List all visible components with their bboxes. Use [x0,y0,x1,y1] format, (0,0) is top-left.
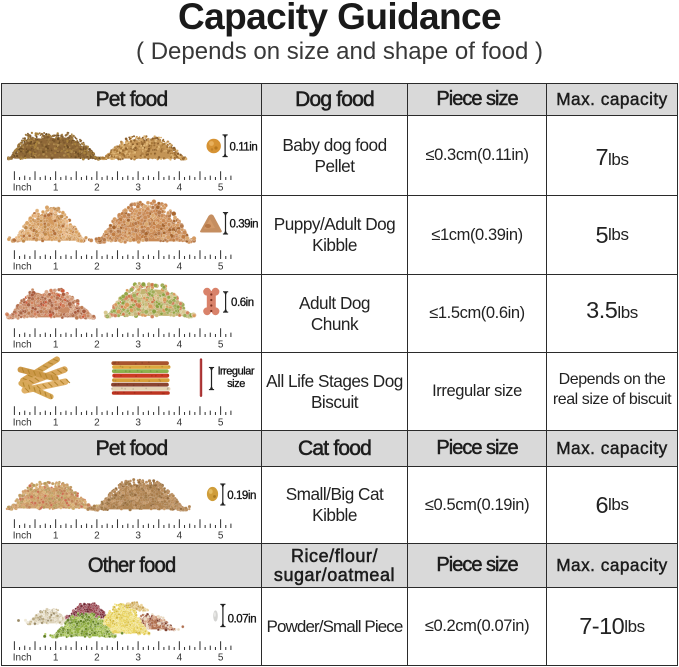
svg-text:1: 1 [53,418,59,429]
svg-text:5: 5 [218,340,224,351]
svg-text:0.6in: 0.6in [231,297,254,309]
svg-text:2: 2 [94,531,100,542]
svg-text:0.11in: 0.11in [230,141,258,153]
svg-text:1: 1 [53,340,59,351]
svg-text:3: 3 [135,340,141,351]
svg-text:Inch: Inch [13,262,32,273]
svg-text:1: 1 [53,262,59,273]
svg-text:4: 4 [177,340,183,351]
svg-text:3: 3 [135,531,141,542]
svg-text:2: 2 [94,340,100,351]
svg-text:0.39in: 0.39in [230,218,259,230]
svg-text:2: 2 [94,418,100,429]
svg-text:size: size [227,378,245,390]
svg-text:lrregular: lrregular [218,366,255,378]
svg-text:1: 1 [53,531,59,542]
svg-text:0.19in: 0.19in [227,490,256,502]
svg-text:4: 4 [177,418,183,429]
svg-text:Inch: Inch [13,531,32,542]
svg-text:Inch: Inch [13,418,32,429]
svg-text:5: 5 [218,183,224,194]
svg-text:5: 5 [218,531,224,542]
svg-text:2: 2 [94,183,100,194]
svg-text:4: 4 [177,183,183,194]
svg-text:Inch: Inch [13,340,32,351]
svg-text:2: 2 [94,262,100,273]
svg-text:3: 3 [135,183,141,194]
svg-text:4: 4 [177,531,183,542]
svg-text:5: 5 [218,262,224,273]
svg-text:Inch: Inch [13,183,32,194]
svg-text:3: 3 [135,418,141,429]
svg-text:1: 1 [53,183,59,194]
svg-text:5: 5 [218,418,224,429]
svg-text:3: 3 [135,262,141,273]
svg-text:4: 4 [177,262,183,273]
